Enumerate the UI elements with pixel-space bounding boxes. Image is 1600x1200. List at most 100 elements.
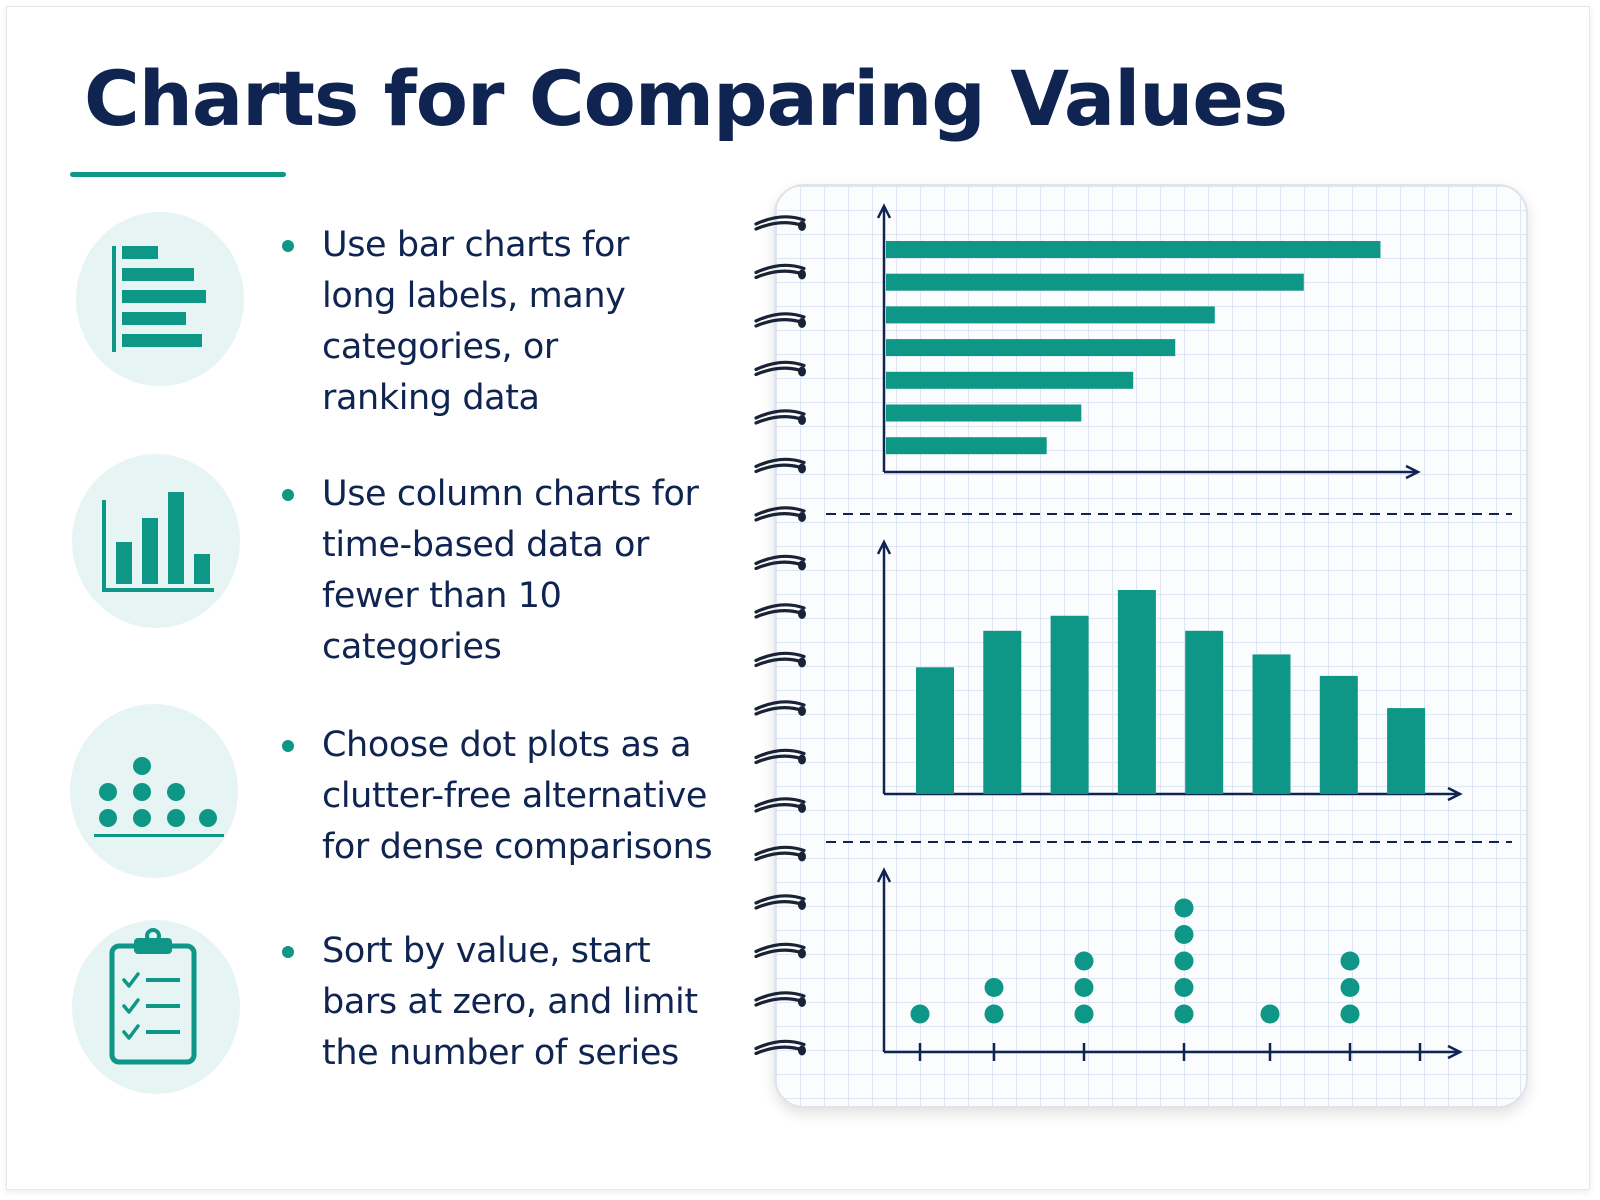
spiral-ring-wire [754, 554, 806, 566]
dot-plot-dot [910, 1004, 930, 1024]
spiral-ring-wire [754, 263, 806, 275]
spiral-ring-hole [798, 948, 806, 959]
spiral-ring [754, 457, 806, 474]
spiral-ring-hole [798, 221, 806, 231]
spiral-ring [754, 263, 806, 280]
horizontal-bar [886, 339, 1176, 357]
dot-plot-dot [984, 1004, 1004, 1024]
dot-plot-dot [1074, 951, 1094, 971]
spiral-ring-hole [798, 706, 806, 716]
dot-plot-dot [1340, 951, 1360, 971]
column-bar [1050, 615, 1089, 794]
spiral-ring-wire [754, 700, 806, 711]
spiral-ring-hole [798, 900, 806, 910]
tip-text-2: Use column charts for time-based data or… [322, 474, 699, 667]
column-chart-y-axis-arrowhead [876, 539, 892, 555]
title-underline [70, 172, 286, 177]
spiral-ring-wire [754, 894, 806, 905]
spiral-ring [754, 554, 806, 571]
dot-plot-dot [1174, 925, 1194, 944]
spiral-ring [754, 700, 806, 716]
dot-plot-dot [1074, 1004, 1094, 1024]
spiral-ring-wire [754, 942, 806, 954]
spiral-ring-hole [798, 754, 806, 765]
dot-plot-dot [1340, 978, 1360, 997]
spiral-ring-hole [798, 463, 806, 474]
spiral-ring [754, 651, 806, 668]
spiral-ring [754, 942, 806, 959]
column-chart-icon [102, 492, 214, 592]
spiral-ring-hole [798, 415, 806, 425]
spiral-ring-wire [754, 991, 806, 1002]
spiral-ring-wire [754, 506, 806, 517]
spiral-ring-wire [754, 457, 806, 469]
horizontal-bar [886, 404, 1082, 422]
spiral-ring [754, 991, 806, 1007]
dot-plot-dot [1174, 978, 1194, 997]
spiral-ring [754, 506, 806, 522]
dot-plot-icon [94, 757, 224, 837]
bar-chart-x-axis-arrowhead [1405, 464, 1421, 480]
horizontal-bar [886, 241, 1381, 258]
tip-text-1: Use bar charts for long labels, many cat… [322, 225, 629, 418]
spiral-ring [754, 797, 806, 813]
bar-chart-icon [112, 246, 206, 352]
column-bar [1319, 675, 1358, 794]
spiral-ring-wire [754, 603, 806, 614]
spiral-ring [754, 603, 806, 619]
clipboard-checklist-icon [109, 928, 197, 1065]
spiral-ring [754, 845, 806, 862]
spiral-ring-hole [798, 560, 806, 571]
horizontal-bar [886, 371, 1134, 389]
spiral-ring [754, 360, 806, 377]
spiral-ring-wire [754, 1039, 806, 1051]
column-bar [1117, 590, 1156, 794]
spiral-ring-hole [798, 997, 806, 1007]
bullet-dot-2 [282, 489, 294, 501]
column-bar [916, 667, 954, 794]
tip-text-4: Sort by value, start bars at zero, and l… [322, 931, 698, 1073]
spiral-ring-hole [798, 851, 806, 862]
spiral-ring [754, 312, 806, 328]
bullet-dot-1 [282, 240, 294, 252]
dot-plot-dot [1174, 951, 1194, 971]
dot-plot-dot [1260, 1004, 1280, 1024]
spiral-ring-hole [798, 366, 806, 377]
tip-icon-circle-4 [72, 920, 240, 1094]
dot-plot-dot [1340, 1004, 1360, 1024]
dot-plot-y-axis-arrowhead [876, 867, 892, 883]
dot-plot-dot [984, 978, 1004, 997]
dot-plot-x-axis-arrowhead [1447, 1044, 1463, 1060]
bar-chart-y-axis-arrowhead [876, 203, 892, 219]
spiral-ring-wire [754, 409, 806, 420]
column-bar [983, 630, 1022, 794]
spiral-ring-hole [798, 609, 806, 619]
spiral-ring-wire [754, 215, 806, 226]
column-bar [1252, 654, 1291, 794]
bullet-dot-3 [282, 740, 294, 752]
spiral-ring-hole [798, 803, 806, 813]
dot-plot-dot [1074, 978, 1094, 997]
spiral-ring [754, 1039, 806, 1056]
spiral-ring-hole [798, 512, 806, 522]
tip-icon-circle-3 [70, 704, 238, 878]
horizontal-bar [886, 437, 1047, 455]
spiral-ring-hole [798, 269, 806, 280]
spiral-ring-wire [754, 360, 806, 372]
tip-icon-circle-2 [72, 454, 240, 628]
spiral-ring-wire [754, 748, 806, 760]
spiral-ring-wire [754, 651, 806, 663]
spiral-ring-hole [798, 1045, 806, 1056]
spiral-ring-wire [754, 845, 806, 857]
horizontal-bar [886, 273, 1304, 291]
page-title: Charts for Comparing Values [84, 54, 1288, 143]
horizontal-bar [886, 306, 1215, 324]
spiral-ring [754, 409, 806, 425]
tip-text-3: Choose dot plots as a clutter-free alter… [322, 725, 713, 867]
spiral-ring-wire [754, 312, 806, 323]
spiral-ring [754, 215, 806, 231]
spiral-ring-hole [798, 318, 806, 328]
column-bar [1387, 708, 1426, 794]
spiral-ring [754, 894, 806, 910]
